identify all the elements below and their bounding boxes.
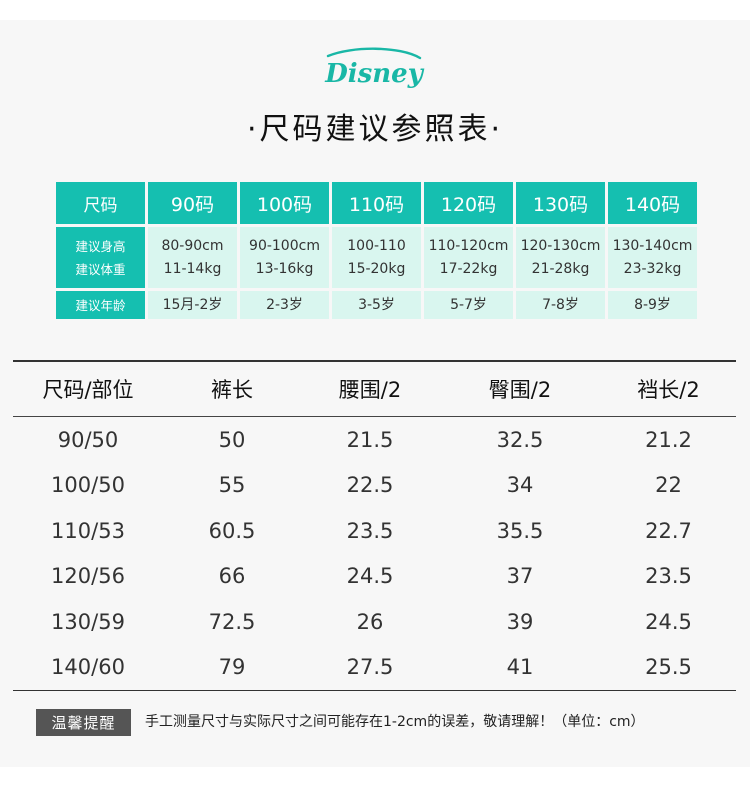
- size-140-height-weight: 130-140cm 23-32kg: [608, 227, 697, 288]
- weight-value: 11-14kg: [163, 260, 222, 277]
- size-130-height-weight: 120-130cm 21-28kg: [516, 227, 605, 288]
- table-row: 130/59 72.5 26 39 24.5: [13, 599, 736, 645]
- cell-waist: 21.5: [346, 427, 394, 452]
- size-140-age: 8-9岁: [608, 291, 697, 319]
- cell-crotch: 24.5: [645, 609, 692, 634]
- weight-value: 15-20kg: [347, 260, 406, 277]
- size-header-110: 110码: [332, 182, 421, 224]
- size-120-height-weight: 110-120cm 17-22kg: [424, 227, 513, 288]
- weight-value: 21-28kg: [531, 260, 590, 277]
- disney-logo: Disney: [324, 47, 425, 89]
- cell-crotch: 25.5: [645, 655, 692, 680]
- table-row: 100/50 55 22.5 34 22: [13, 463, 736, 509]
- cell-size: 100/50: [51, 473, 125, 498]
- height-value: 110-120cm: [428, 237, 509, 254]
- header-size-part: 尺码/部位: [42, 378, 134, 402]
- cell-pants-length: 60.5: [208, 518, 256, 543]
- size-header-130: 130码: [516, 182, 605, 224]
- cell-crotch: 23.5: [645, 564, 692, 589]
- cell-hip: 41: [506, 655, 534, 680]
- cell-size: 140/60: [51, 655, 125, 680]
- table-row: 120/56 66 24.5 37 23.5: [13, 554, 736, 600]
- size-header-label: 尺码: [56, 182, 145, 224]
- cell-size: 130/59: [51, 609, 125, 634]
- header-pants-length: 裤长: [211, 378, 253, 402]
- height-value: 80-90cm: [161, 237, 224, 254]
- size-header-90: 90码: [148, 182, 237, 224]
- header-waist: 腰围/2: [338, 378, 402, 402]
- page-title: ·尺码建议参照表·: [246, 112, 504, 147]
- cell-waist: 27.5: [346, 655, 394, 680]
- cell-pants-length: 55: [218, 473, 246, 498]
- size-120-age: 5-7岁: [424, 291, 513, 319]
- cell-crotch: 22.7: [645, 518, 692, 543]
- height-weight-label: 建议身高 建议体重: [56, 227, 145, 288]
- size-100-age: 2-3岁: [240, 291, 329, 319]
- size-110-age: 3-5岁: [332, 291, 421, 319]
- header-crotch: 裆长/2: [637, 378, 700, 402]
- height-value: 130-140cm: [612, 237, 693, 254]
- content-panel: [0, 20, 750, 767]
- cell-waist: 23.5: [346, 518, 394, 543]
- cell-hip: 34: [506, 473, 534, 498]
- cell-pants-length: 66: [218, 564, 246, 589]
- size-100-height-weight: 90-100cm 13-16kg: [240, 227, 329, 288]
- reminder-text: 手工测量尺寸与实际尺寸之间可能存在1-2cm的误差，敬请理解！（单位：cm）: [145, 714, 645, 730]
- cell-waist: 22.5: [346, 473, 394, 498]
- table-row: 140/60 79 27.5 41 25.5: [13, 645, 736, 691]
- cell-pants-length: 79: [218, 655, 246, 680]
- svg-text:Disney: Disney: [324, 59, 425, 89]
- cell-hip: 35.5: [496, 518, 544, 543]
- size-110-height-weight: 100-110 15-20kg: [332, 227, 421, 288]
- size-130-age: 7-8岁: [516, 291, 605, 319]
- cell-size: 110/53: [51, 518, 125, 543]
- height-value: 100-110: [347, 237, 406, 254]
- table-row: 110/53 60.5 23.5 35.5 22.7: [13, 508, 736, 554]
- header-hip: 臀围/2: [488, 378, 552, 402]
- cell-hip: 32.5: [496, 427, 544, 452]
- size-header-140: 140码: [608, 182, 697, 224]
- cell-crotch: 22: [655, 473, 682, 498]
- cell-pants-length: 50: [218, 427, 246, 452]
- size-90-height-weight: 80-90cm 11-14kg: [148, 227, 237, 288]
- height-value: 120-130cm: [520, 237, 601, 254]
- cell-waist: 26: [356, 609, 384, 634]
- measurement-table: 尺码/部位 裤长 腰围/2 臀围/2 裆长/2 90/50 50 21.5 32…: [13, 360, 736, 691]
- height-label: 建议身高: [75, 238, 126, 254]
- size-90-age: 15月-2岁: [148, 291, 237, 319]
- measurement-header-row: 尺码/部位 裤长 腰围/2 臀围/2 裆长/2: [13, 362, 736, 417]
- weight-value: 23-32kg: [623, 260, 682, 277]
- size-header-120: 120码: [424, 182, 513, 224]
- height-value: 90-100cm: [249, 237, 320, 254]
- size-recommendation-chart: 尺码 90码 100码 110码 120码 130码 140码 建议身高 建议体…: [56, 182, 697, 319]
- cell-hip: 37: [506, 564, 534, 589]
- reminder-badge: 温馨提醒: [36, 709, 131, 736]
- size-header-100: 100码: [240, 182, 329, 224]
- weight-value: 13-16kg: [255, 260, 314, 277]
- cell-waist: 24.5: [346, 564, 394, 589]
- cell-size: 90/50: [57, 427, 119, 452]
- table-row: 90/50 50 21.5 32.5 21.2: [13, 417, 736, 463]
- cell-size: 120/56: [51, 564, 125, 589]
- age-label: 建议年龄: [56, 291, 145, 319]
- cell-pants-length: 72.5: [208, 609, 256, 634]
- weight-value: 17-22kg: [439, 260, 498, 277]
- cell-hip: 39: [506, 609, 534, 634]
- weight-label: 建议体重: [75, 261, 126, 277]
- cell-crotch: 21.2: [645, 427, 692, 452]
